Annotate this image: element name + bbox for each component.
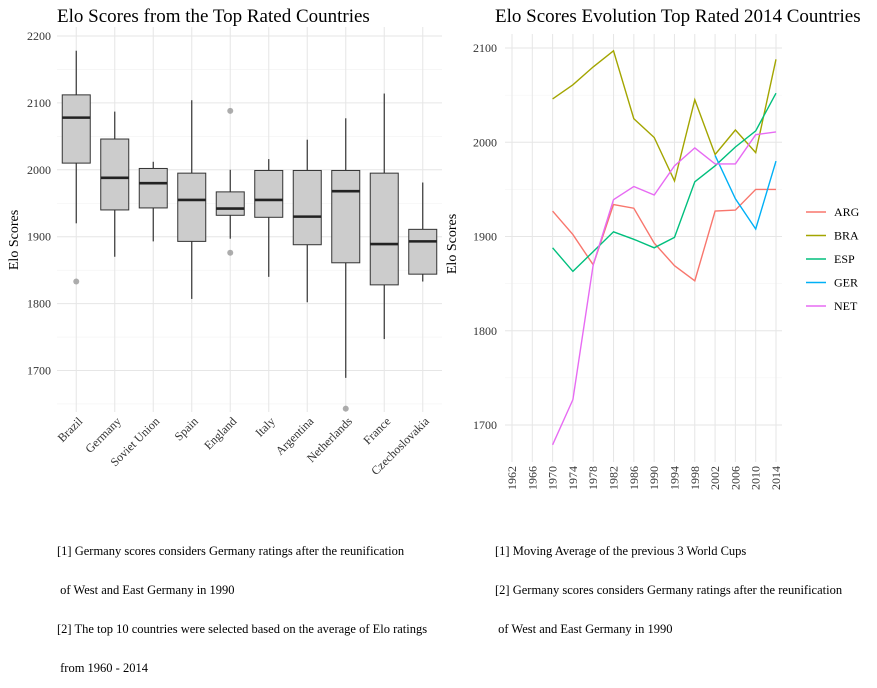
right-x-tick-label: 1994 bbox=[667, 466, 681, 490]
series-line-bra bbox=[552, 49, 777, 183]
right-x-tick-label: 1978 bbox=[586, 466, 600, 490]
right-x-tick-label: 1970 bbox=[546, 466, 560, 490]
left-note-line: of West and East Germany in 1990 bbox=[57, 583, 235, 597]
left-y-tick-label: 1800 bbox=[27, 297, 51, 311]
left-x-tick-label: France bbox=[360, 414, 393, 447]
outlier-point bbox=[227, 107, 234, 114]
right-gridlines bbox=[505, 34, 782, 462]
right-y-tick-label: 1800 bbox=[473, 324, 497, 338]
right-x-tick-label: 1986 bbox=[627, 466, 641, 490]
right-x-tick-label: 2010 bbox=[749, 466, 763, 490]
box-england bbox=[215, 191, 245, 216]
box-argentina bbox=[292, 169, 322, 246]
outlier-point bbox=[227, 249, 234, 256]
right-x-tick-label: 2014 bbox=[769, 466, 783, 490]
boxplot-chart: Elo Scores from the Top Rated Countries … bbox=[7, 6, 442, 478]
box-spain bbox=[177, 172, 207, 242]
left-y-tick-label: 2200 bbox=[27, 29, 51, 43]
left-x-tick-label: Brazil bbox=[55, 414, 86, 445]
outlier-point bbox=[342, 405, 349, 412]
left-chart-title: Elo Scores from the Top Rated Countries bbox=[57, 6, 370, 27]
outlier-point bbox=[73, 278, 80, 285]
legend: ARG BRA ESP GER NET bbox=[806, 205, 860, 313]
left-y-tick-labels: 1700 1800 1900 2000 2100 2200 bbox=[27, 29, 51, 378]
line-chart: Elo Scores Evolution Top Rated 2014 Coun… bbox=[445, 6, 861, 490]
right-y-axis-label: Elo Scores bbox=[445, 214, 460, 274]
right-y-tick-label: 2100 bbox=[473, 41, 497, 55]
left-x-tick-label: England bbox=[201, 414, 239, 452]
right-x-tick-label: 1990 bbox=[647, 466, 661, 490]
right-footnotes: [1] Moving Average of the previous 3 Wor… bbox=[495, 519, 842, 649]
right-x-tick-label: 1966 bbox=[525, 466, 539, 490]
right-x-tick-label: 1974 bbox=[566, 466, 580, 490]
left-y-tick-label: 2000 bbox=[27, 163, 51, 177]
series-line-ger bbox=[714, 155, 777, 231]
right-y-tick-labels: 1700 1800 1900 2000 2100 bbox=[473, 41, 497, 432]
right-y-tick-label: 2000 bbox=[473, 135, 497, 149]
box-brazil bbox=[61, 94, 91, 164]
right-x-tick-label: 1982 bbox=[607, 466, 621, 490]
right-note-line: [1] Moving Average of the previous 3 Wor… bbox=[495, 544, 747, 558]
right-note-line: [2] Germany scores considers Germany rat… bbox=[495, 583, 843, 597]
left-y-tick-label: 1700 bbox=[27, 364, 51, 378]
box-czechoslovakia bbox=[408, 228, 438, 275]
box-italy bbox=[254, 169, 284, 218]
right-x-tick-label: 2006 bbox=[728, 466, 742, 490]
right-x-tick-label: 1962 bbox=[505, 466, 519, 490]
legend-label-arg: ARG bbox=[834, 205, 860, 219]
box-netherlands bbox=[331, 169, 361, 264]
left-y-axis-label: Elo Scores bbox=[7, 210, 22, 270]
figure: Elo Scores from the Top Rated Countries … bbox=[7, 6, 861, 490]
legend-label-esp: ESP bbox=[834, 252, 855, 266]
left-x-tick-label: Italy bbox=[252, 414, 277, 439]
left-note-line: from 1960 - 2014 bbox=[57, 661, 148, 675]
box-france bbox=[369, 172, 399, 286]
left-y-tick-label: 2100 bbox=[27, 96, 51, 110]
series-line-arg bbox=[552, 188, 776, 282]
left-boxes bbox=[61, 50, 438, 412]
right-x-tick-label: 2002 bbox=[708, 466, 722, 490]
series-line-net bbox=[551, 131, 777, 446]
left-y-tick-label: 1900 bbox=[27, 230, 51, 244]
series-line-esp bbox=[552, 92, 777, 273]
right-note-line: of West and East Germany in 1990 bbox=[495, 622, 673, 636]
right-chart-title: Elo Scores Evolution Top Rated 2014 Coun… bbox=[495, 6, 861, 27]
right-y-tick-label: 1900 bbox=[473, 230, 497, 244]
legend-label-bra: BRA bbox=[834, 229, 859, 243]
left-note-line: [1] Germany scores considers Germany rat… bbox=[57, 544, 405, 558]
left-footnotes: [1] Germany scores considers Germany rat… bbox=[57, 519, 427, 688]
right-x-tick-labels: 1962 1966 1970 1974 1978 1982 1986 1990 1994 1998… bbox=[505, 466, 783, 490]
legend-label-ger: GER bbox=[834, 276, 858, 290]
left-x-tick-label: Spain bbox=[172, 414, 201, 443]
box-soviet-union bbox=[138, 167, 168, 209]
box-germany bbox=[100, 138, 130, 211]
right-y-tick-label: 1700 bbox=[473, 418, 497, 432]
right-series-lines bbox=[551, 49, 777, 446]
legend-label-net: NET bbox=[834, 299, 858, 313]
left-note-line: [2] The top 10 countries were selected b… bbox=[57, 622, 428, 636]
right-x-tick-label: 1998 bbox=[688, 466, 702, 490]
